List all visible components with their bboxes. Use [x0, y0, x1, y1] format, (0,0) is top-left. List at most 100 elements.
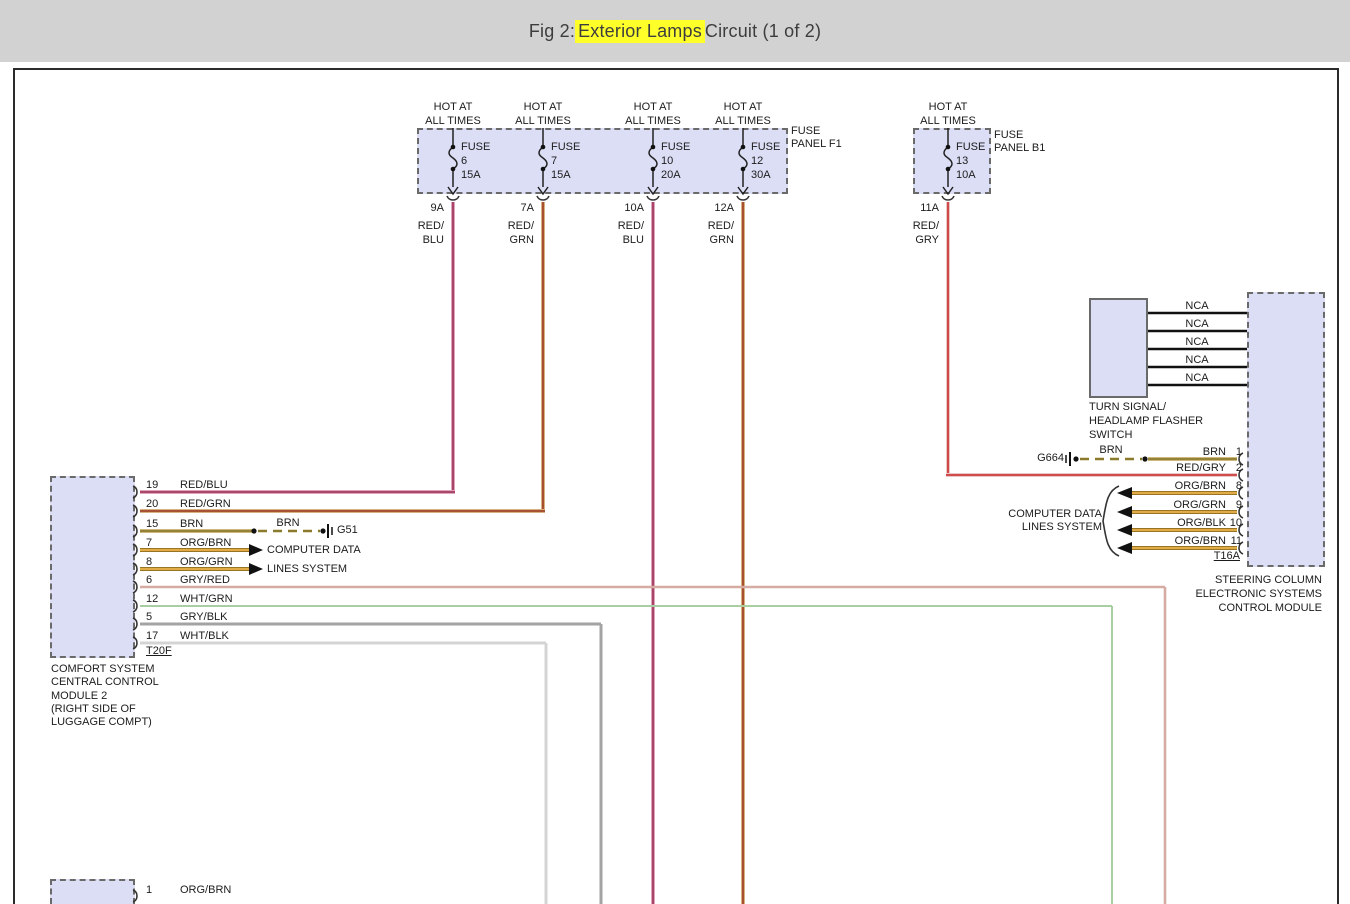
- fuse-number: 7: [551, 155, 558, 167]
- nca-label: NCA: [1185, 300, 1209, 312]
- fuse-output-wires: [140, 202, 1237, 904]
- fuse-number: 6: [461, 155, 468, 167]
- pin-number: 6: [146, 574, 153, 586]
- fuse-number: 13: [956, 155, 969, 167]
- wire-color: RED/BLU: [180, 479, 228, 491]
- comfort-module-caption: COMFORT SYSTEM: [51, 663, 155, 675]
- wire-color: BRN: [1202, 446, 1226, 458]
- pin-number: 1: [146, 884, 153, 896]
- pin-number: 11: [1230, 535, 1242, 547]
- nca-label: NCA: [1185, 336, 1209, 348]
- fuse-name: FUSE: [956, 141, 986, 153]
- connector-id: 11A: [920, 202, 939, 214]
- bottom-module-box: [50, 879, 135, 904]
- pin-number: 5: [146, 611, 153, 623]
- wire-color: RED/: [417, 220, 444, 232]
- wire-color: BRN: [276, 517, 300, 529]
- fuse-panel-b1-box: [913, 128, 991, 194]
- title-highlight: Exterior Lamps: [575, 19, 705, 43]
- wire-color: RED/GRY: [1176, 462, 1226, 474]
- pin-number: 9: [1235, 499, 1242, 511]
- pin-number: 20: [146, 498, 159, 510]
- title-suffix: Circuit (1 of 2): [704, 20, 822, 41]
- fuse-amps: 15A: [551, 169, 571, 181]
- nca-label: NCA: [1185, 354, 1209, 366]
- wire-color: BLU: [622, 234, 644, 246]
- ground-id: G51: [337, 524, 358, 536]
- fuse-name: FUSE: [661, 141, 691, 153]
- wire-color: ORG/BRN: [1174, 480, 1226, 492]
- fuse-number: 10: [661, 155, 674, 167]
- data-lines-label: LINES SYSTEM: [267, 563, 348, 575]
- data-lines-label: LINES SYSTEM: [1021, 521, 1102, 533]
- comfort-module-wires: [132, 485, 1167, 904]
- pin-number: 2: [1235, 462, 1242, 474]
- wire-color: WHT/GRN: [180, 593, 233, 605]
- fuse-name: FUSE: [751, 141, 781, 153]
- wire-color: GRN: [709, 234, 734, 246]
- connector-id: 9A: [430, 202, 444, 214]
- fuse-panel-f1-box: [417, 128, 788, 194]
- turn-signal-switch-box: [1089, 298, 1148, 398]
- pin-number: 15: [146, 518, 159, 530]
- wire-color: RED/: [707, 220, 734, 232]
- pin-number: 7: [146, 537, 153, 549]
- wire-color: ORG/GRN: [1173, 499, 1226, 511]
- wire-color: BRN: [1099, 444, 1123, 456]
- comfort-module-box: [50, 476, 135, 658]
- pin-number: 8: [146, 556, 153, 568]
- all-times-label: ALL TIMES: [715, 115, 771, 127]
- comfort-module-caption: MODULE 2: [51, 690, 108, 702]
- fuse-number: 12: [751, 155, 764, 167]
- connector-id: 12A: [714, 202, 734, 214]
- wire-color: ORG/GRN: [180, 556, 233, 568]
- wire-color: BLU: [422, 234, 444, 246]
- comfort-module-caption: (RIGHT SIDE OF: [51, 703, 136, 715]
- wire-color: BRN: [180, 518, 204, 530]
- fuse-panel-f1-label: FUSE: [791, 125, 821, 137]
- data-lines-label: COMPUTER DATA: [1008, 508, 1102, 520]
- pin-number: 1: [1235, 446, 1242, 458]
- nca-label: NCA: [1185, 372, 1209, 384]
- pin-number: 12: [146, 593, 159, 605]
- hot-at-label: HOT AT: [633, 101, 673, 113]
- pin-number: 17: [146, 630, 159, 642]
- steering-module-wires: [1065, 452, 1244, 557]
- comfort-module-caption: LUGGAGE COMPT): [51, 716, 152, 728]
- connector-id: 7A: [520, 202, 534, 214]
- fuse-name: FUSE: [551, 141, 581, 153]
- fuse-amps: 10A: [956, 169, 976, 181]
- wire-color: GRY: [915, 234, 939, 246]
- fuse-panel-f1-label: PANEL F1: [791, 138, 842, 150]
- figure-title-bar: Fig 2: Exterior Lamps Circuit (1 of 2): [0, 0, 1350, 62]
- fuse-amps: 20A: [661, 169, 681, 181]
- fuse-name: FUSE: [461, 141, 491, 153]
- comfort-module-caption: CENTRAL CONTROL: [51, 676, 159, 688]
- wire-color: GRY/RED: [180, 574, 230, 586]
- steering-module-caption: STEERING COLUMN: [1215, 574, 1322, 586]
- hot-at-label: HOT AT: [433, 101, 473, 113]
- wire-color: ORG/BRN: [180, 884, 232, 896]
- connector-id: T20F: [146, 645, 172, 657]
- hot-at-label: HOT AT: [723, 101, 763, 113]
- steering-column-module-box: [1247, 292, 1325, 567]
- fuse-panel-b1-label: FUSE: [994, 129, 1024, 141]
- hot-at-label: HOT AT: [523, 101, 563, 113]
- steering-module-caption: CONTROL MODULE: [1218, 602, 1323, 614]
- turn-signal-caption: SWITCH: [1089, 429, 1133, 441]
- pin-number: 19: [146, 479, 159, 491]
- wire-color: RED/GRN: [180, 498, 231, 510]
- data-lines-brace: [1102, 485, 1120, 557]
- all-times-label: ALL TIMES: [515, 115, 571, 127]
- wire-color: ORG/BLK: [1177, 517, 1226, 529]
- all-times-label: ALL TIMES: [920, 115, 976, 127]
- turn-signal-caption: HEADLAMP FLASHER: [1089, 415, 1204, 427]
- wire-color: GRN: [509, 234, 534, 246]
- wire-color: RED/: [912, 220, 939, 232]
- wire-color: GRY/BLK: [180, 611, 228, 623]
- fuse-panel-b1-label: PANEL B1: [994, 142, 1046, 154]
- fuse-amps: 15A: [461, 169, 481, 181]
- wire-color: RED/: [507, 220, 534, 232]
- nca-label: NCA: [1185, 318, 1209, 330]
